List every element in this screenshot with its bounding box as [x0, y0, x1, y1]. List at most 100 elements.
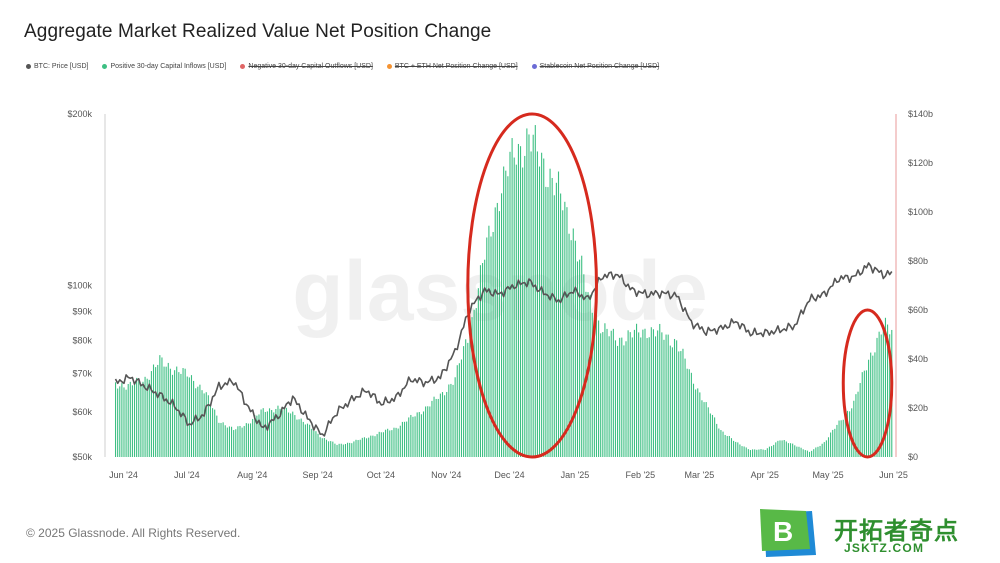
legend-item[interactable]: Negative 30-day Capital Outflows [USD]: [240, 63, 373, 70]
inflow-bar: [262, 408, 264, 457]
inflow-bar: [207, 395, 209, 457]
inflow-bar: [800, 447, 802, 457]
inflow-bar: [570, 240, 572, 457]
inflow-bar: [239, 425, 241, 457]
inflow-bar: [760, 449, 762, 457]
legend-item[interactable]: BTC: Price [USD]: [26, 63, 88, 70]
inflow-bar: [292, 411, 294, 457]
inflow-bar: [319, 437, 321, 457]
inflow-bar: [119, 386, 121, 457]
inflow-bar: [815, 447, 817, 457]
inflow-bar: [667, 334, 669, 457]
inflow-bar: [465, 339, 467, 457]
inflow-bar: [216, 415, 218, 457]
inflow-bar: [467, 342, 469, 457]
inflow-bar: [477, 288, 479, 457]
inflow-bar: [131, 385, 133, 457]
inflow-bar: [623, 345, 625, 457]
inflow-bar: [444, 395, 446, 457]
inflow-bar: [515, 164, 517, 457]
inflow-bar: [606, 328, 608, 457]
inflow-bar: [378, 431, 380, 457]
inflow-bar: [505, 170, 507, 457]
inflow-bar: [347, 442, 349, 457]
inflow-bar: [743, 446, 745, 457]
inflow-bar: [536, 151, 538, 458]
inflow-bar: [756, 449, 758, 457]
inflow-bar: [513, 157, 515, 457]
btc-price-line: [114, 262, 893, 437]
inflow-bar: [317, 433, 319, 457]
inflow-bar: [560, 193, 562, 458]
inflow-bar: [882, 326, 884, 457]
inflow-bar: [863, 370, 865, 457]
inflow-bar: [479, 265, 482, 457]
inflow-bar: [190, 375, 193, 457]
inflow-bar: [165, 366, 167, 457]
y-left-tick-label: $70k: [72, 369, 92, 379]
inflow-bar: [422, 411, 425, 457]
inflow-bar: [342, 444, 344, 457]
inflow-bar: [496, 202, 498, 457]
inflow-bar: [121, 383, 123, 457]
inflow-bar: [501, 193, 503, 457]
inflow-bar: [722, 431, 724, 457]
inflow-bar: [469, 336, 471, 457]
inflow-bar: [433, 396, 435, 457]
inflow-bar: [218, 422, 220, 457]
inflow-bar: [530, 151, 532, 457]
inflow-bar: [167, 362, 169, 457]
inflow-bar: [714, 417, 716, 457]
y-left-tick-label: $90k: [72, 307, 92, 317]
inflow-bar: [237, 426, 239, 457]
y-left-tick-label: $100k: [67, 281, 92, 291]
inflow-bar: [870, 352, 872, 457]
inflow-bar: [830, 432, 832, 457]
y-left-tick-label: $80k: [72, 336, 92, 346]
inflow-bar: [564, 201, 566, 457]
inflow-bar: [125, 389, 127, 457]
inflow-bar: [836, 424, 838, 457]
inflow-bar: [321, 438, 323, 457]
inflow-bar: [532, 134, 534, 457]
inflow-bar: [583, 274, 585, 457]
legend-dot-icon: [386, 64, 392, 69]
inflow-bar: [861, 372, 863, 457]
inflow-bar: [344, 443, 347, 457]
legend-item[interactable]: Stablecoin Net Position Change [USD]: [531, 63, 659, 70]
inflow-bar: [538, 166, 541, 457]
legend-item[interactable]: Positive 30-day Capital Inflows [USD]: [102, 63, 226, 70]
inflow-bar: [752, 449, 754, 457]
inflow-bar: [642, 329, 644, 457]
inflow-bar: [243, 426, 245, 457]
inflow-bar: [699, 392, 701, 457]
inflow-bar: [370, 435, 372, 457]
y-left-tick-label: $50k: [72, 452, 92, 462]
legend-item[interactable]: BTC + ETH Net Position Change [USD]: [386, 63, 518, 70]
inflow-bar: [716, 423, 718, 457]
inflow-bar: [690, 372, 692, 457]
inflow-bar: [545, 186, 547, 457]
inflow-bar: [114, 382, 117, 457]
inflow-bar: [619, 337, 621, 457]
x-tick-label: Apr '25: [751, 470, 779, 480]
inflow-bar: [682, 348, 684, 457]
inflow-bar: [340, 443, 342, 457]
inflow-bar: [598, 320, 600, 457]
inflow-bar: [676, 340, 678, 457]
inflow-bar: [338, 443, 340, 457]
inflow-bar: [488, 225, 490, 457]
legend-label: BTC + ETH Net Position Change [USD]: [394, 63, 518, 70]
y-left-tick-label: $200k: [67, 109, 92, 119]
inflow-bar: [456, 365, 458, 457]
inflow-bar: [123, 387, 125, 457]
inflow-bar: [380, 432, 382, 457]
inflow-bar: [186, 376, 188, 457]
y-right-tick-label: $0: [908, 452, 918, 462]
inflow-bar: [787, 443, 789, 457]
inflow-bar: [199, 384, 201, 457]
inflow-bar: [359, 439, 361, 457]
inflow-bar: [838, 420, 840, 457]
inflow-bar: [528, 134, 530, 457]
inflow-bar: [811, 450, 813, 457]
